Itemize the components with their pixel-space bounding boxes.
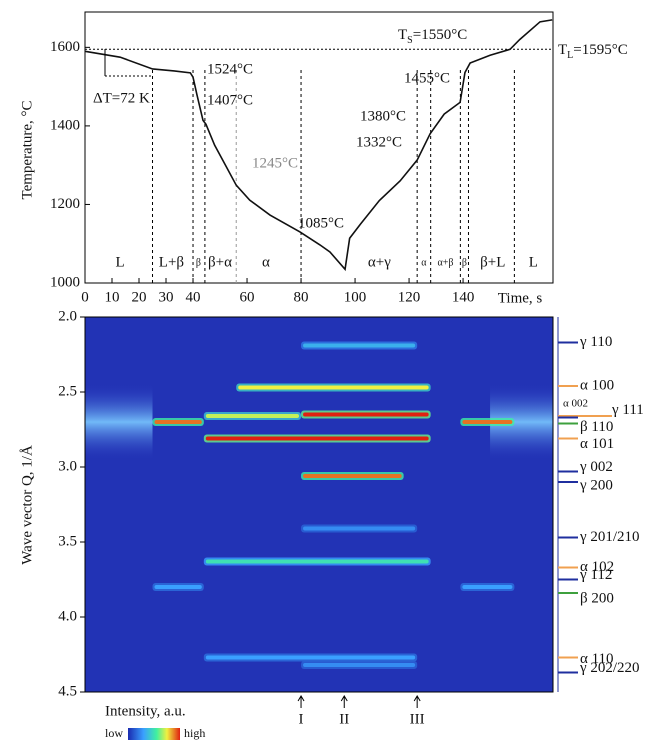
y-tick-label: 1400 [50,117,80,133]
temperature-plot: 0 10 20 30 40 60 80 100 120 140 1000 1200 1400 1600 L L… [50,11,628,305]
annotation: 1524°C [207,61,253,77]
band [303,474,402,478]
marker-label: II [339,711,349,727]
colorbar-label: Intensity, a.u. [105,703,186,719]
marker-arrow [340,695,348,708]
y-axis-label: Wave vector Q, 1/Å [19,445,35,565]
x-tick-label: 120 [398,289,421,305]
band [205,655,416,660]
symbol: T [398,27,407,43]
y-tick-label: 4.0 [58,608,77,624]
value: =1550°C [413,27,467,43]
phase-label: L [116,254,125,270]
annotation: 1332°C [356,134,402,150]
y-tick-label: 1600 [50,39,80,55]
x-tick-label: 80 [294,289,309,305]
phase-label: β+L [480,254,505,270]
liquidus-label: TL=1595°C [558,42,628,61]
phase-label: α [262,254,270,270]
symbol: T [558,42,567,58]
band [154,420,202,424]
annotation: 1380°C [360,108,406,124]
annotation: 1085°C [298,215,344,231]
phase-label: β [462,257,467,268]
reflection-label: β 110 [580,419,613,435]
x-tick-label: 0 [81,289,89,305]
phase-label: α [421,257,427,268]
reflection-label: γ 201/210 [579,529,640,545]
solidus-label: TS=1550°C [398,27,467,46]
colorbar-low: low [105,726,123,740]
phase-label: β+α [208,254,232,270]
reflection-label: γ 110 [579,334,612,350]
y-tick-label: 1000 [50,274,80,290]
reflection-label: α 002 [563,398,588,410]
marker-arrow [297,695,305,708]
y-tick-label: 3.0 [58,458,77,474]
phase-label: L+β [159,254,184,270]
marker-arrow [413,695,421,708]
y-tick-label: 3.5 [58,533,77,549]
y-axis-label: Temperature, °C [19,100,35,199]
phase-label: α+γ [368,254,391,270]
band [238,385,429,390]
band [303,343,416,348]
x-tick-label: 20 [132,289,147,305]
band [154,585,202,589]
band [205,414,300,418]
band [303,526,416,531]
phase-label: α+β [438,257,454,268]
band [205,559,429,564]
x-tick-label: 140 [452,289,475,305]
reflection-label: γ 112 [579,567,612,583]
y-tick-label: 1200 [50,196,80,212]
y-tick-label: 4.5 [58,683,77,699]
subscript: S [407,35,413,46]
map-frame [84,316,554,693]
reflection-label: γ 200 [579,477,613,493]
phase-label: β [196,257,201,268]
reflection-label: γ 111 [611,402,644,418]
subscript: L [567,50,573,61]
x-tick-label: 40 [186,289,201,305]
reflection-label: β 200 [580,590,614,606]
band [462,585,513,589]
annotation: 1407°C [207,92,253,108]
band [462,420,513,424]
reflection-label: α 110 [580,651,614,667]
band [303,412,429,417]
y-tick-label: 2.5 [58,383,77,399]
annotation: 1455°C [404,70,450,86]
x-axis-label: Time, s [498,290,543,306]
liquid-halo [85,384,153,460]
marker-label: III [410,711,425,727]
annotation: ΔT=72 K [93,90,150,106]
x-tick-label: 60 [240,289,255,305]
marker-label: I [299,711,304,727]
phase-label: L [529,254,538,270]
y-tick-label: 2.0 [58,308,77,324]
reflection-label: α 100 [580,377,614,393]
reflection-label: γ 002 [579,459,613,475]
x-tick-label: 30 [159,289,174,305]
reflection-label: γ 202/220 [579,660,640,676]
value: =1595°C [573,42,627,58]
band [303,663,416,667]
colorbar [128,728,180,740]
temperature-curve [84,19,553,272]
band [205,436,429,441]
annotation: 1245°C [252,155,298,171]
reflection-label: α 102 [580,559,614,575]
reflection-label: α 101 [580,436,614,452]
x-tick-label: 10 [105,289,120,305]
colorbar-high: high [184,726,205,740]
map-background [85,317,553,692]
x-tick-label: 100 [344,289,367,305]
plot-frame [84,11,554,284]
